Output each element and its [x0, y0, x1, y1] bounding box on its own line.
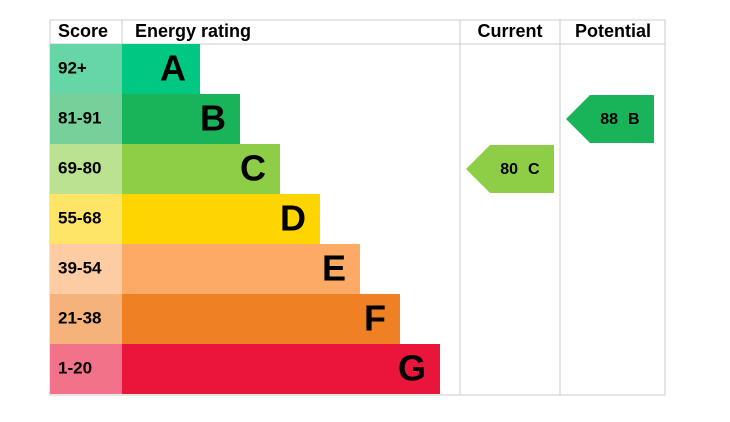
score-label: 21-38	[58, 308, 101, 327]
score-cell	[50, 194, 122, 244]
band-bar	[122, 194, 320, 244]
potential-score: 88	[600, 111, 618, 128]
score-cell	[50, 144, 122, 194]
band-letter: D	[280, 198, 306, 239]
score-cell	[50, 44, 122, 94]
score-label: 92+	[58, 58, 87, 77]
band-bar	[122, 44, 200, 94]
band-letter: C	[240, 148, 266, 189]
current-arrow	[466, 145, 554, 193]
band-letter: E	[322, 248, 346, 289]
score-label: 81-91	[58, 108, 101, 127]
score-label: 69-80	[58, 158, 101, 177]
current-letter: C	[528, 161, 540, 178]
current-score: 80	[500, 161, 518, 178]
score-label: 1-20	[58, 358, 92, 377]
potential-letter: B	[628, 111, 640, 128]
header-potential: Potential	[575, 21, 651, 41]
score-cell	[50, 344, 122, 394]
band-bar	[122, 294, 400, 344]
score-label: 39-54	[58, 258, 102, 277]
band-bar	[122, 344, 440, 394]
band-bar	[122, 144, 280, 194]
band-bar	[122, 94, 240, 144]
band-letter: F	[364, 298, 386, 339]
band-letter: A	[160, 48, 186, 89]
band-bar	[122, 244, 360, 294]
score-cell	[50, 244, 122, 294]
score-label: 55-68	[58, 208, 101, 227]
score-cell	[50, 94, 122, 144]
header-current: Current	[477, 21, 542, 41]
band-letter: G	[398, 348, 426, 389]
potential-arrow	[566, 95, 654, 143]
band-letter: B	[200, 98, 226, 139]
header-rating: Energy rating	[135, 21, 251, 41]
header-score: Score	[58, 21, 108, 41]
score-cell	[50, 294, 122, 344]
